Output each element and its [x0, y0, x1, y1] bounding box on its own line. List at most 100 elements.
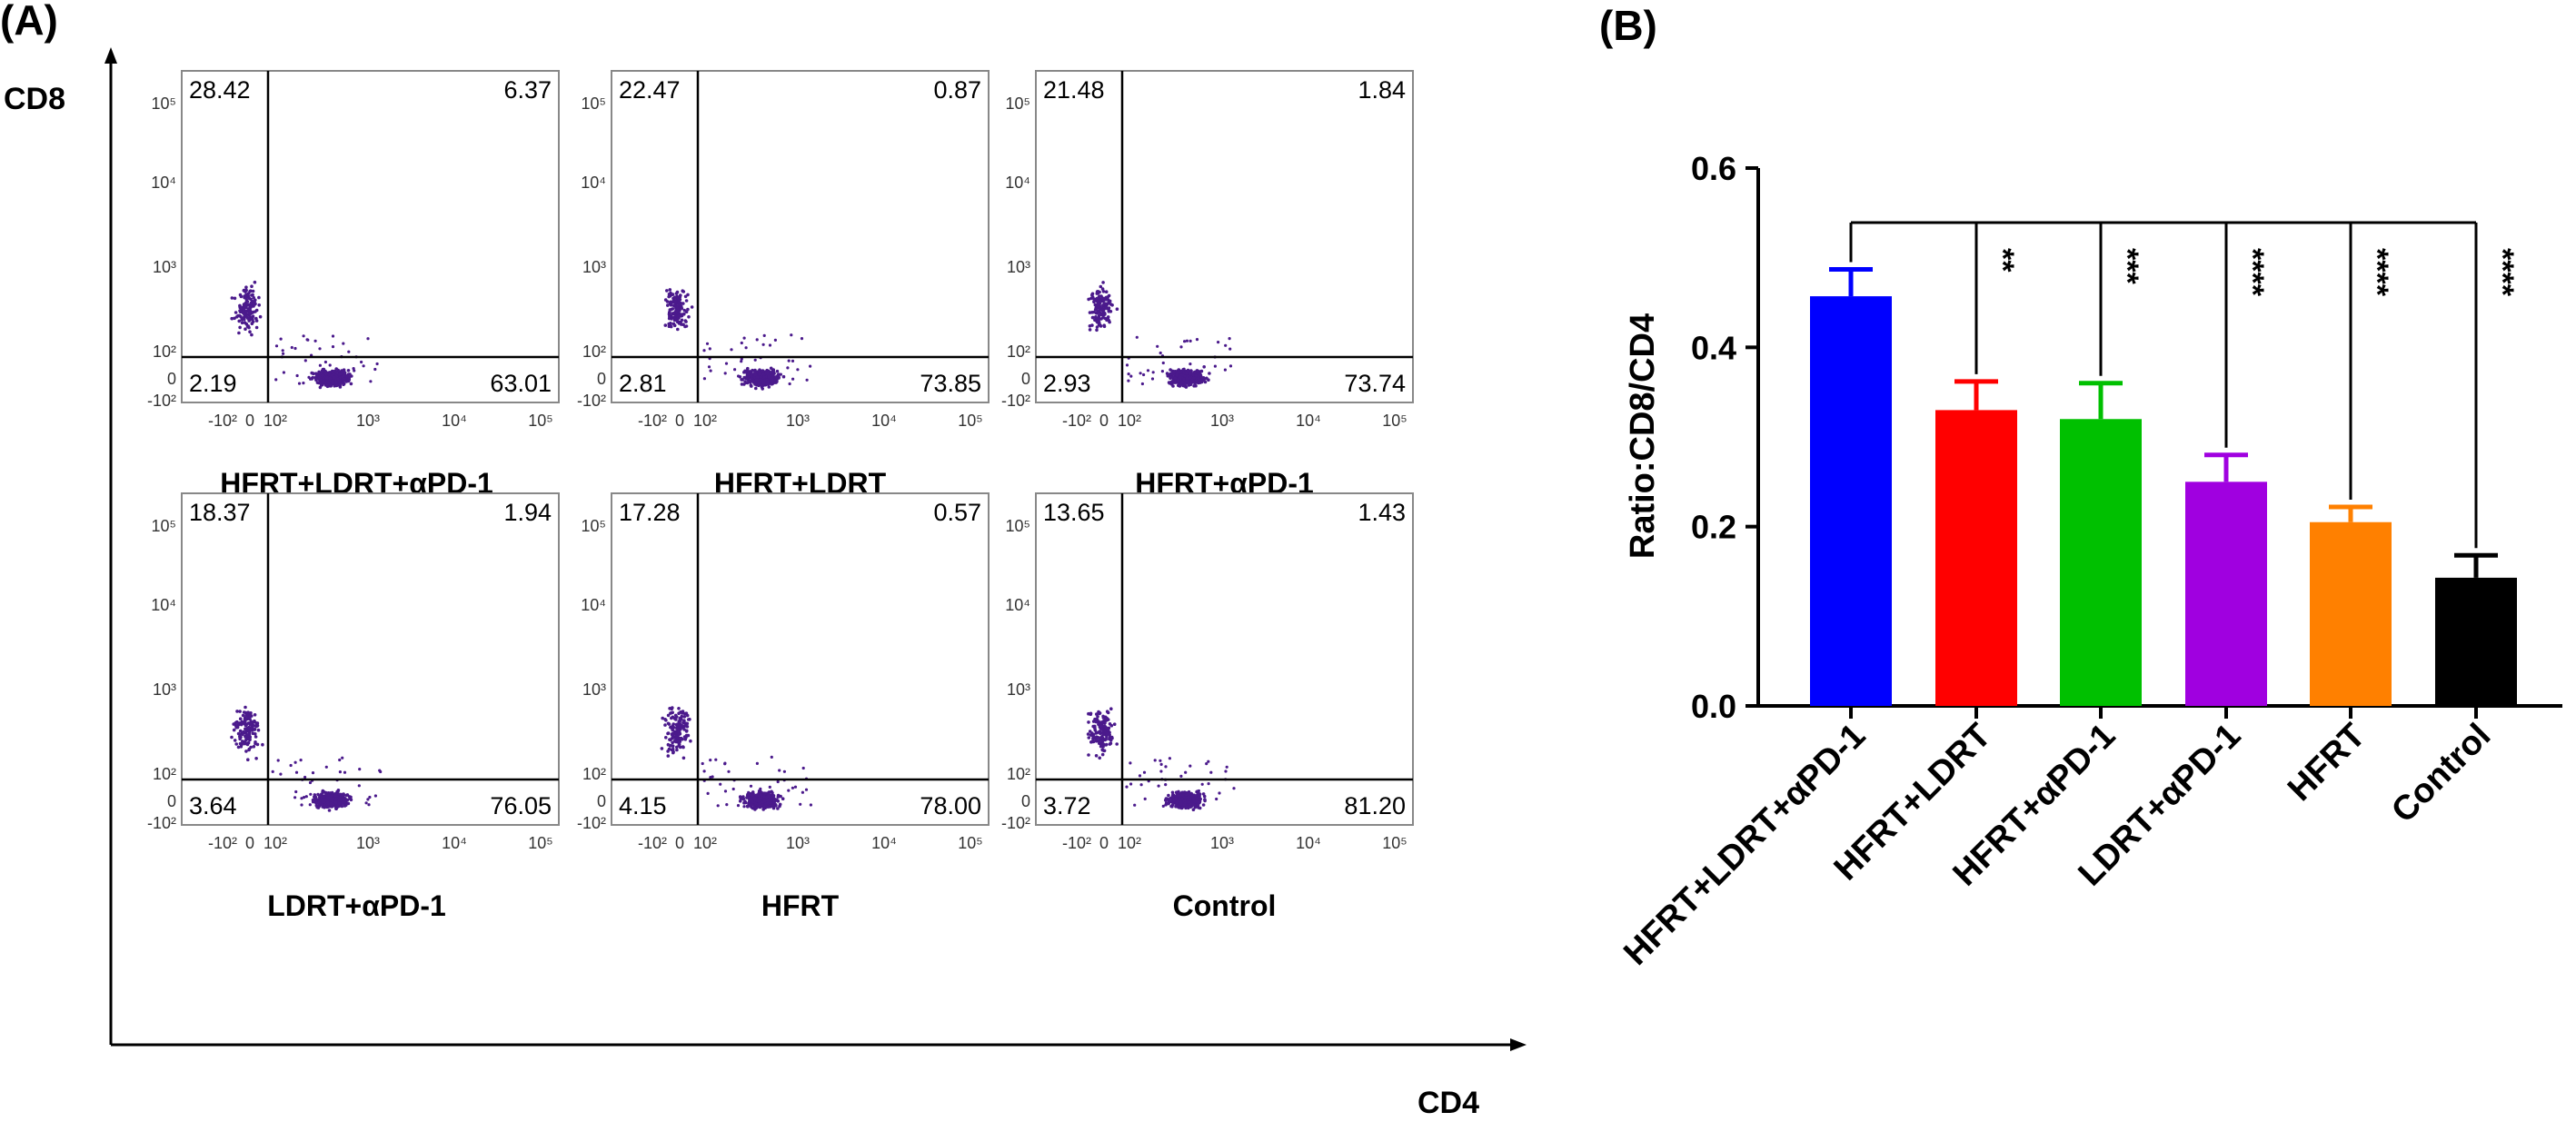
flow-plot: 21.48 1.84 2.93 73.74 10⁵ 10⁴ 10³ 10² 0 -10² -10² 0… [1001, 70, 1414, 500]
flow-event [1197, 792, 1200, 797]
flow-event [1157, 784, 1160, 788]
flow-event [1218, 791, 1221, 795]
flow-event [671, 307, 675, 311]
flow-event [297, 382, 302, 385]
flow-event [357, 784, 361, 788]
flow-event [343, 799, 347, 804]
bar-y-tick-label: 0.0 [1691, 688, 1736, 725]
flow-event [362, 364, 365, 368]
flow-event [253, 713, 257, 717]
panel-a-label: (A) [0, 0, 58, 44]
flow-event [230, 316, 234, 321]
flow-event [677, 707, 681, 710]
flow-event [323, 381, 327, 385]
flow-event [279, 337, 283, 341]
flow-event [254, 741, 257, 746]
panel-b-label: (B) [1599, 2, 1657, 49]
flow-event [761, 372, 765, 376]
flow-event [731, 787, 735, 791]
flow-plot: 22.47 0.87 2.81 73.85 10⁵ 10⁴ 10³ 10² 0 -10² -10² 0… [577, 70, 990, 500]
flow-event [1087, 297, 1090, 302]
flow-event [686, 733, 691, 738]
flow-event [1099, 735, 1103, 740]
flow-event [1189, 764, 1192, 768]
flow-event [677, 314, 681, 318]
flow-event [736, 804, 741, 808]
flow-event [1097, 310, 1100, 313]
flow-x-tick-label: 10⁵ [1382, 834, 1407, 852]
flow-event [770, 755, 773, 760]
flow-event [343, 378, 347, 382]
flow-event [1140, 382, 1144, 386]
flow-y-tick-label: 10⁴ [581, 596, 606, 614]
flow-event [671, 315, 675, 320]
flow-event [1191, 808, 1196, 811]
flow-event [801, 790, 805, 794]
flow-event [1094, 315, 1098, 319]
flow-event [254, 735, 258, 739]
flow-event [331, 379, 334, 382]
flow-plot: 28.42 6.37 2.19 63.01 10⁵ 10⁴ 10³ 10² 0 -10² -10² 0… [147, 70, 560, 500]
flow-event [253, 728, 257, 731]
flow-event [237, 319, 242, 323]
flow-y-tick-label: 0 [597, 370, 606, 388]
flow-event [671, 747, 675, 751]
flow-event [253, 280, 257, 284]
flow-event [271, 770, 274, 774]
flow-event [331, 345, 335, 349]
flow-y-tick-label: 10³ [153, 258, 176, 276]
flow-event [1215, 797, 1218, 801]
flow-event [1097, 722, 1100, 726]
flow-event [777, 375, 781, 380]
flow-event [258, 314, 263, 319]
flow-event [757, 799, 761, 803]
flow-event [671, 732, 676, 736]
flow-event [234, 311, 238, 314]
flow-event [244, 723, 248, 728]
flow-event [684, 711, 689, 715]
flow-event [771, 381, 775, 385]
bar [1810, 296, 1892, 706]
flow-event [723, 372, 727, 375]
flow-event [321, 798, 324, 802]
flow-event [680, 306, 684, 311]
flow-event [1156, 344, 1159, 348]
bar [2060, 419, 2142, 706]
flow-event [342, 342, 345, 345]
flow-event [333, 800, 338, 805]
flow-event [1125, 785, 1129, 789]
flow-event [1101, 303, 1105, 307]
flow-x-tick-label: 10⁴ [1296, 412, 1321, 430]
flow-event [740, 341, 743, 345]
flow-event [675, 745, 679, 750]
flow-event [663, 723, 667, 727]
flow-event [681, 745, 685, 750]
flow-event [744, 346, 748, 350]
flow-event [234, 742, 239, 746]
flow-event [1095, 319, 1099, 323]
flow-event [677, 303, 681, 307]
bar-y-tick-label: 0.2 [1691, 509, 1736, 546]
flow-event [246, 317, 251, 321]
flow-event [1129, 782, 1133, 786]
flow-event [1099, 720, 1104, 724]
flow-event [1207, 782, 1210, 786]
flow-event [1169, 375, 1173, 380]
flow-event [681, 289, 684, 293]
flow-event [666, 754, 671, 758]
flow-event [701, 761, 704, 766]
flow-event [745, 796, 749, 799]
flow-event [754, 378, 759, 382]
flow-event [244, 750, 248, 753]
flow-event [303, 775, 307, 779]
flow-y-tick-label: 10⁵ [1006, 517, 1030, 535]
flow-event [671, 710, 674, 715]
flow-event [1097, 739, 1100, 743]
flow-event [778, 769, 781, 772]
flow-event [673, 300, 677, 304]
panel-a-y-label: CD8 [4, 82, 65, 116]
flow-event [1106, 718, 1110, 721]
flow-event [791, 359, 795, 362]
flow-event [1101, 714, 1105, 719]
flow-x-tick-label: -10² [1062, 834, 1091, 852]
